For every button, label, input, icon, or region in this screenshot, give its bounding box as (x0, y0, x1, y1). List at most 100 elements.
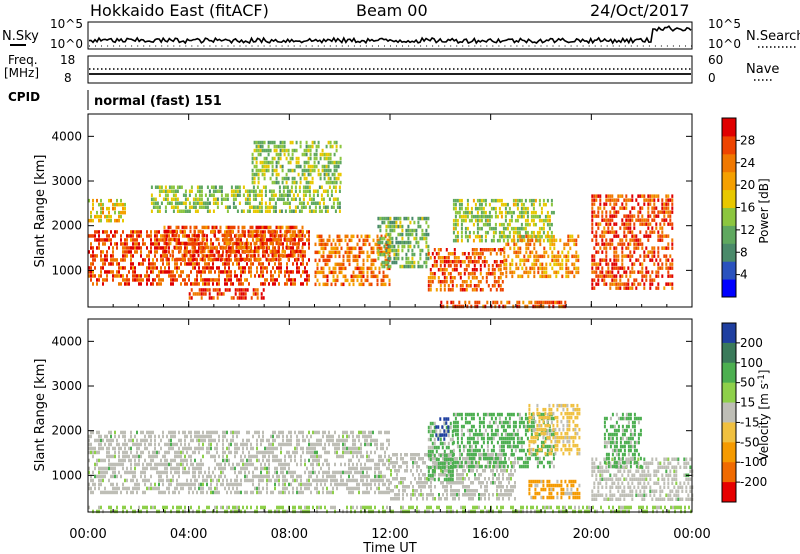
data-cell (387, 244, 390, 249)
data-cell (98, 218, 100, 223)
colorbar-tick-label: 8 (740, 245, 748, 259)
data-cell (128, 278, 130, 282)
data-cell (150, 209, 153, 213)
data-cell (162, 258, 164, 262)
data-cell (613, 262, 616, 266)
data-cell (193, 257, 196, 262)
data-cell (220, 470, 222, 475)
data-cell (505, 262, 508, 267)
data-cell (126, 478, 128, 483)
data-cell (625, 286, 628, 290)
data-cell (439, 260, 442, 264)
data-cell (651, 270, 654, 274)
data-cell (625, 206, 628, 210)
data-cell (238, 262, 240, 266)
data-cell (298, 197, 301, 201)
data-cell (601, 250, 604, 254)
data-cell (501, 280, 504, 284)
data-cell (518, 198, 521, 203)
data-cell (274, 458, 276, 463)
data-cell (112, 262, 114, 266)
data-cell (595, 274, 598, 278)
data-cell (128, 246, 130, 250)
data-cell (520, 214, 523, 219)
data-cell (671, 242, 674, 246)
data-cell (528, 300, 531, 305)
data-cell (190, 270, 192, 274)
data-cell (555, 274, 558, 279)
data-cell (522, 210, 525, 215)
nave-tick-bottom: 0 (708, 71, 716, 85)
data-cell (180, 450, 182, 455)
data-cell (240, 478, 242, 483)
data-cell (178, 450, 180, 455)
data-cell (114, 234, 116, 238)
data-cell (376, 274, 379, 279)
data-cell (264, 185, 267, 189)
data-cell (178, 490, 180, 495)
data-cell (325, 156, 328, 161)
data-cell (108, 238, 110, 242)
data-cell (541, 274, 544, 279)
data-cell (168, 490, 170, 495)
data-cell (324, 258, 327, 263)
data-cell (542, 198, 545, 203)
data-cell (193, 245, 196, 250)
data-cell (637, 238, 640, 242)
data-cell (301, 172, 304, 177)
data-cell (222, 454, 224, 459)
data-cell (166, 474, 168, 479)
data-cell (311, 140, 314, 145)
data-cell (132, 238, 134, 242)
data-cell (275, 233, 278, 238)
data-cell (667, 258, 670, 262)
data-cell (352, 254, 355, 259)
data-cell (170, 446, 172, 451)
data-cell (275, 180, 278, 185)
data-cell (302, 446, 304, 451)
data-cell (106, 466, 108, 471)
data-cell (619, 278, 622, 282)
data-cell (334, 242, 337, 247)
data-cell (288, 466, 290, 471)
data-cell (277, 160, 280, 165)
data-cell (639, 222, 642, 226)
data-cell (257, 229, 260, 234)
data-cell (304, 278, 306, 282)
data-cell (409, 264, 412, 269)
data-cell (132, 470, 134, 475)
data-cell (417, 216, 420, 221)
data-cell (328, 270, 331, 275)
data-cell (405, 232, 408, 237)
data-cell (603, 202, 606, 206)
data-cell (240, 458, 242, 463)
data-cell (255, 233, 258, 238)
data-cell (669, 218, 672, 222)
data-cell (310, 446, 312, 451)
data-cell (275, 148, 278, 153)
data-cell (102, 258, 104, 262)
data-cell (175, 225, 178, 230)
data-cell (257, 257, 260, 262)
data-cell (498, 198, 501, 203)
data-cell (258, 478, 260, 483)
data-cell (186, 282, 188, 286)
data-cell (344, 234, 347, 239)
data-cell (525, 258, 528, 263)
data-cell (667, 198, 670, 202)
data-cell (657, 234, 660, 238)
data-cell (333, 152, 336, 157)
data-cell (472, 214, 475, 219)
data-cell (222, 270, 224, 274)
data-cell (176, 442, 178, 447)
data-cell (280, 197, 283, 201)
data-cell (283, 176, 286, 181)
data-cell (213, 233, 216, 238)
data-cell (391, 260, 394, 265)
data-cell (518, 214, 521, 219)
data-cell (384, 242, 387, 247)
data-cell (255, 168, 258, 173)
data-cell (302, 185, 305, 189)
data-cell (224, 230, 226, 234)
data-cell (287, 257, 290, 262)
